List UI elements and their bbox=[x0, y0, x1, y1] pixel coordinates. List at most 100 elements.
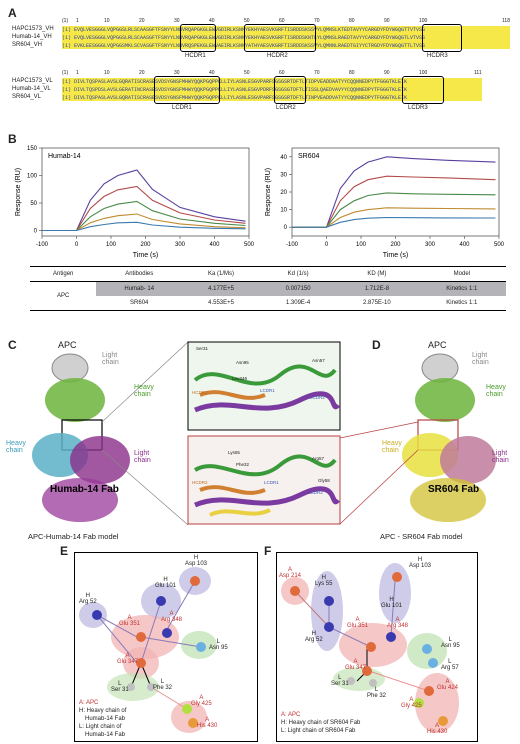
zoom-bottom bbox=[187, 435, 341, 525]
tick: 40 bbox=[209, 18, 215, 24]
residue-label: Leu349 bbox=[232, 376, 248, 381]
cdr-box bbox=[274, 76, 306, 104]
x-tick-label: 200 bbox=[140, 242, 151, 248]
tick: 30 bbox=[174, 70, 180, 76]
legend-item: Humab-14 Fab bbox=[85, 716, 126, 722]
x-tick-label: -100 bbox=[36, 242, 49, 248]
residue-label: LCDR2 bbox=[308, 490, 323, 495]
tick: 40 bbox=[209, 70, 215, 76]
series-line bbox=[42, 213, 246, 232]
cdr-box bbox=[244, 24, 316, 52]
residue-label: Phe32 bbox=[236, 462, 250, 467]
seq-name: SR604_VL bbox=[12, 94, 42, 100]
residue-node: H Arg 52 bbox=[79, 593, 97, 605]
series-line bbox=[292, 207, 496, 228]
y-tick-label: 30 bbox=[280, 172, 287, 178]
x-axis-label: Time (s) bbox=[383, 252, 408, 259]
series-line bbox=[292, 175, 496, 228]
plot-frame bbox=[41, 147, 250, 237]
tick: 90 bbox=[384, 70, 390, 76]
interaction-graph bbox=[281, 563, 459, 733]
residue-node: L Arg 57 bbox=[441, 659, 459, 671]
seq-name: HAPC1573_VH bbox=[12, 26, 54, 32]
fab-light-chain bbox=[70, 436, 130, 484]
tick: 50 bbox=[244, 70, 250, 76]
y-tick-label: 150 bbox=[27, 146, 38, 152]
table-cell: 4.177E+5 bbox=[182, 281, 261, 296]
tick: 20 bbox=[139, 18, 145, 24]
legend-item: L: Light chain of bbox=[79, 724, 122, 730]
legend-item: A: APC bbox=[79, 700, 99, 706]
cdr-label: HCDR1 bbox=[185, 53, 206, 59]
col-header: Kd (1/s) bbox=[287, 271, 309, 277]
panel-letter-d: D bbox=[372, 338, 381, 352]
series-line bbox=[42, 200, 246, 232]
kinetics-table: Antigen Antibodies Ka (1/Ms) Kd (1/s) KD… bbox=[30, 266, 506, 311]
legend-item: Humab-14 Fab bbox=[85, 732, 126, 738]
legend-item: H: Heavy chain of bbox=[79, 708, 127, 714]
tick: 60 bbox=[279, 18, 285, 24]
tick: (1) bbox=[62, 18, 69, 24]
table-cell: Kinetics 1:1 bbox=[417, 281, 506, 296]
interaction-map-sr604: A Asp 214 H Lys 55 H Glu 101 H Asp 103 H Arg … bbox=[276, 552, 478, 742]
x-tick-label: 400 bbox=[209, 242, 220, 248]
panel-letter-c: C bbox=[8, 338, 17, 352]
heavy-chain-label: Heavy chain bbox=[6, 440, 26, 454]
residue-node: L Ser 31 bbox=[111, 681, 129, 693]
sequence: (1) DIVLTQSPASLAVSLGQRATISCRASESVDSYGNSF… bbox=[62, 79, 408, 85]
y-tick-label: 0 bbox=[34, 229, 38, 235]
residue-node: H Arg 52 bbox=[305, 631, 323, 643]
residue-node: H Lys 55 bbox=[315, 575, 333, 587]
legend-item: A: APC bbox=[281, 712, 301, 718]
apc-heavy-chain bbox=[415, 378, 475, 422]
residue-node: A Glu 424 bbox=[437, 679, 459, 691]
residue-node: H Asp 103 bbox=[185, 555, 208, 567]
cdr-label: LCDR2 bbox=[276, 105, 296, 111]
y-tick-label: 10 bbox=[280, 208, 287, 214]
residue-node: L Asn 95 bbox=[441, 637, 460, 649]
series-line bbox=[292, 156, 496, 228]
tick: 70 bbox=[314, 18, 320, 24]
cdr-box bbox=[154, 76, 220, 104]
tick: (1) bbox=[62, 70, 69, 76]
residue-node: H Glu 101 bbox=[155, 577, 177, 589]
tick: 50 bbox=[244, 18, 250, 24]
residue-label: LCDR1 bbox=[264, 480, 279, 485]
heavy-chain-label: Heavy chain bbox=[134, 384, 154, 398]
x-tick-label: 0 bbox=[325, 242, 329, 248]
residue-label: Lys55 bbox=[228, 450, 240, 455]
tick: 30 bbox=[174, 18, 180, 24]
y-axis-label: Response (RU) bbox=[15, 168, 22, 216]
x-tick-label: 0 bbox=[75, 242, 79, 248]
residue-node: A Glu 347 bbox=[345, 659, 367, 671]
tick: 70 bbox=[314, 70, 320, 76]
cdr-label: HCDR2 bbox=[267, 53, 288, 59]
tick: 111 bbox=[474, 70, 482, 76]
residue-label: Asn57 bbox=[312, 358, 325, 363]
residue-node: A Glu 347 bbox=[117, 653, 139, 665]
legend-item: H: Heavy chain of SR604 Fab bbox=[281, 720, 361, 726]
fab-label: SR604 Fab bbox=[428, 484, 480, 495]
fab-label: Humab-14 Fab bbox=[50, 484, 119, 495]
residue-node: A His 430 bbox=[427, 723, 448, 735]
residue-node: A Glu 351 bbox=[119, 615, 141, 627]
residue-node: H Glu 101 bbox=[381, 597, 403, 609]
table-row: SR604 4.553E+5 1.309E-4 2.875E-10 Kineti… bbox=[30, 296, 506, 311]
x-tick-label: 400 bbox=[459, 242, 470, 248]
panel-letter-e: E bbox=[60, 544, 69, 558]
residue-label: Gly58 bbox=[318, 478, 330, 483]
heavy-chain-label: Heavy chain bbox=[486, 384, 506, 398]
cdr-box bbox=[180, 24, 216, 52]
cdr-box bbox=[402, 76, 444, 104]
residue-label: LCDR2 bbox=[310, 395, 325, 400]
apc-label: APC bbox=[58, 340, 77, 350]
model-caption: APC - SR604 Fab model bbox=[380, 532, 463, 541]
series-line bbox=[292, 192, 496, 228]
light-chain-label: Light chain bbox=[472, 352, 489, 366]
cdr-label: HCDR3 bbox=[427, 53, 448, 59]
residue-label: Arg57 bbox=[312, 456, 325, 461]
table-cell: Humab- 14 bbox=[96, 281, 183, 296]
x-tick-label: -100 bbox=[286, 242, 299, 248]
alignment-bg bbox=[62, 26, 510, 49]
tick: 90 bbox=[384, 18, 390, 24]
